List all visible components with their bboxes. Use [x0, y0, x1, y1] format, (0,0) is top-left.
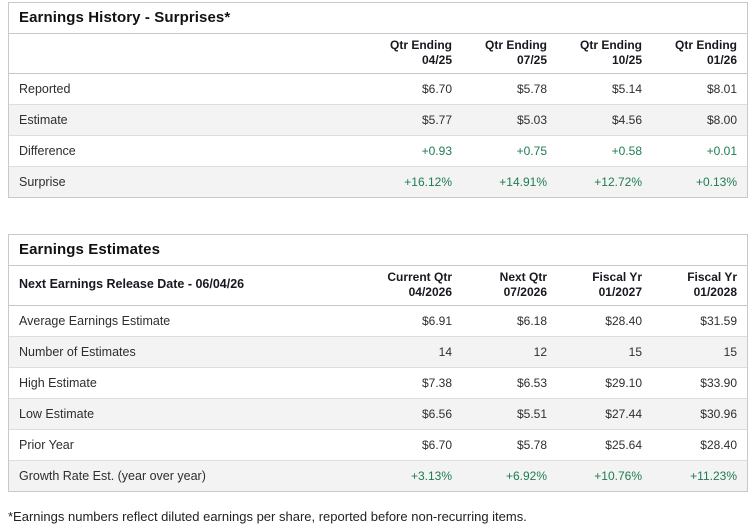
cell-value: $28.40 — [605, 314, 642, 328]
cell-value: $8.00 — [652, 104, 747, 136]
cell-value: $5.51 — [462, 398, 557, 430]
earnings-estimates-header-row: Next Earnings Release Date - 06/04/26 Cu… — [9, 266, 747, 306]
column-header: Qtr Ending 01/26 — [652, 34, 747, 74]
cell-value: $6.70 — [421, 82, 452, 96]
table-row: Average Earnings Estimate $6.91 $6.18 $2… — [9, 306, 747, 337]
cell-value: +11.23% — [652, 460, 747, 491]
cell-value: $33.90 — [652, 367, 747, 399]
row-label: Prior Year — [9, 429, 367, 461]
column-header: Qtr Ending 04/25 — [367, 34, 462, 74]
earnings-history-panel: Earnings History - Surprises* Qtr Ending… — [8, 2, 748, 198]
table-row: Number of Estimates 14 12 15 15 — [9, 336, 747, 368]
cell-value: $5.77 — [367, 104, 462, 136]
column-header: Current Qtr 04/2026 — [367, 266, 462, 306]
cell-value: $8.01 — [706, 82, 737, 96]
column-header: Fiscal Yr 01/2028 — [652, 266, 747, 306]
row-label: Reported — [19, 82, 71, 96]
column-header: Fiscal Yr 01/2027 — [557, 266, 652, 306]
cell-value: $25.64 — [557, 429, 652, 461]
cell-value: $6.91 — [421, 314, 452, 328]
column-header: Next Qtr 07/2026 — [462, 266, 557, 306]
cell-value: +0.01 — [652, 135, 747, 167]
cell-value: $31.59 — [700, 314, 737, 328]
cell-value: +10.76% — [557, 460, 652, 491]
row-label: Average Earnings Estimate — [19, 314, 171, 328]
row-label: Growth Rate Est. (year over year) — [9, 460, 367, 491]
cell-value: $7.38 — [367, 367, 462, 399]
cell-value: +0.75 — [462, 135, 557, 167]
cell-value: $30.96 — [652, 398, 747, 430]
cell-value: $6.56 — [367, 398, 462, 430]
earnings-footnote: *Earnings numbers reflect diluted earnin… — [8, 509, 527, 524]
cell-value: +3.13% — [367, 460, 462, 491]
column-header: Qtr Ending 07/25 — [462, 34, 557, 74]
row-label: High Estimate — [9, 367, 367, 399]
cell-value: $5.78 — [462, 429, 557, 461]
row-label: Estimate — [9, 104, 367, 136]
cell-value: +0.58 — [557, 135, 652, 167]
earnings-estimates-panel: Earnings Estimates Next Earnings Release… — [8, 234, 748, 492]
cell-value: 15 — [652, 336, 747, 368]
earnings-estimates-table: Next Earnings Release Date - 06/04/26 Cu… — [9, 266, 747, 491]
row-label: Surprise — [9, 166, 367, 197]
next-earnings-release-date: Next Earnings Release Date - 06/04/26 — [9, 266, 367, 306]
earnings-history-table: Qtr Ending 04/25 Qtr Ending 07/25 Qtr En… — [9, 34, 747, 197]
cell-value: 12 — [462, 336, 557, 368]
cell-value: +6.92% — [462, 460, 557, 491]
row-label: Low Estimate — [9, 398, 367, 430]
table-row: Estimate $5.77 $5.03 $4.56 $8.00 — [9, 104, 747, 136]
row-label: Number of Estimates — [9, 336, 367, 368]
cell-value: $5.14 — [611, 82, 642, 96]
earnings-history-header-row: Qtr Ending 04/25 Qtr Ending 07/25 Qtr En… — [9, 34, 747, 74]
table-row: Growth Rate Est. (year over year) +3.13%… — [9, 460, 747, 491]
cell-value: +16.12% — [367, 166, 462, 197]
cell-value: 15 — [557, 336, 652, 368]
table-row: Surprise +16.12% +14.91% +12.72% +0.13% — [9, 166, 747, 197]
column-header: Qtr Ending 10/25 — [557, 34, 652, 74]
cell-value: +12.72% — [557, 166, 652, 197]
cell-value: $28.40 — [652, 429, 747, 461]
table-row: High Estimate $7.38 $6.53 $29.10 $33.90 — [9, 367, 747, 399]
table-row: Difference +0.93 +0.75 +0.58 +0.01 — [9, 135, 747, 167]
cell-value: +0.93 — [367, 135, 462, 167]
cell-value: $4.56 — [557, 104, 652, 136]
earnings-history-header-spacer — [9, 34, 367, 74]
table-row: Reported $6.70 $5.78 $5.14 $8.01 — [9, 74, 747, 105]
cell-value: $29.10 — [557, 367, 652, 399]
cell-value: $6.18 — [516, 314, 547, 328]
cell-value: +14.91% — [462, 166, 557, 197]
cell-value: 14 — [367, 336, 462, 368]
cell-value: $5.78 — [516, 82, 547, 96]
earnings-estimates-title: Earnings Estimates — [9, 235, 747, 266]
table-row: Low Estimate $6.56 $5.51 $27.44 $30.96 — [9, 398, 747, 430]
cell-value: $5.03 — [462, 104, 557, 136]
row-label: Difference — [9, 135, 367, 167]
cell-value: $6.70 — [367, 429, 462, 461]
earnings-history-title: Earnings History - Surprises* — [9, 3, 747, 34]
cell-value: $6.53 — [462, 367, 557, 399]
table-row: Prior Year $6.70 $5.78 $25.64 $28.40 — [9, 429, 747, 461]
cell-value: $27.44 — [557, 398, 652, 430]
cell-value: +0.13% — [652, 166, 747, 197]
